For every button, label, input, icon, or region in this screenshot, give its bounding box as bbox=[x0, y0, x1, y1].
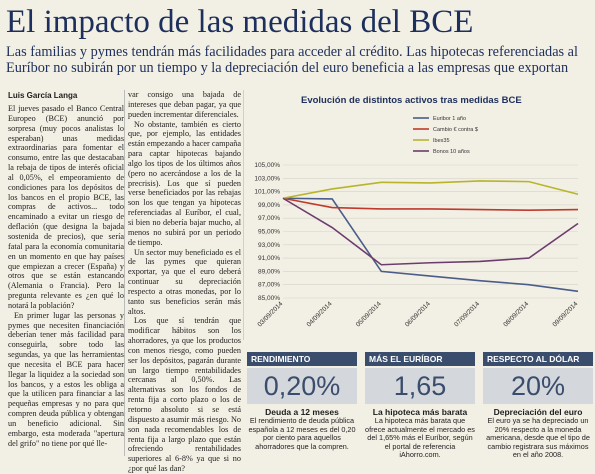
y-tick-label: 103,00% bbox=[254, 175, 280, 182]
series-line bbox=[282, 197, 579, 266]
column-2: var consigo una bajada de intereses que … bbox=[128, 90, 241, 474]
panel-subtitle: Deuda a 12 meses bbox=[265, 407, 339, 417]
y-tick-label: 99,00% bbox=[258, 202, 280, 209]
series-line bbox=[282, 197, 579, 212]
panel-text: La hipoteca más barata que ofrece actual… bbox=[365, 416, 475, 460]
panel-header: MÁS EL EURÍBOR bbox=[365, 352, 475, 366]
x-tick-label: 07/09/2014 bbox=[453, 300, 481, 328]
y-tick-label: 105,00% bbox=[254, 162, 280, 169]
panel-header: RESPECTO AL DÓLAR bbox=[483, 352, 593, 366]
panel-number: 1,65 bbox=[365, 368, 475, 404]
legend-label: Ibex35 bbox=[433, 138, 450, 144]
panel-header: RENDIMIENTO bbox=[247, 352, 357, 366]
panel-number: 0,20% bbox=[247, 368, 357, 404]
y-tick-label: 85,00% bbox=[258, 295, 280, 302]
paragraph: En primer lugar las personas y pymes que… bbox=[8, 310, 124, 448]
x-tick-label: 08/09/2014 bbox=[502, 300, 530, 328]
y-tick-label: 87,00% bbox=[258, 282, 280, 289]
stat-panel-currency: RESPECTO AL DÓLAR 20% Depreciación del e… bbox=[483, 352, 593, 460]
y-tick-label: 89,00% bbox=[258, 268, 280, 275]
deck: Las familias y pymes tendrán más facilid… bbox=[6, 44, 578, 76]
line-chart: 85,00% 87,00% 89,00% 91,00% 93,00% 95,00% 97,0… bbox=[254, 116, 579, 328]
stat-panel-yield: RENDIMIENTO 0,20% Deuda a 12 meses El re… bbox=[247, 352, 357, 457]
y-tick-label: 93,00% bbox=[258, 242, 280, 249]
panel-text: El rendimiento de deuda pública española… bbox=[248, 416, 356, 451]
y-tick-label: 91,00% bbox=[258, 255, 280, 262]
y-tick-label: 95,00% bbox=[258, 229, 280, 236]
panel-number: 20% bbox=[483, 368, 593, 404]
column-1: El jueves pasado el Banco Central Europe… bbox=[8, 104, 124, 449]
stat-panels: RENDIMIENTO 0,20% Deuda a 12 meses El re… bbox=[247, 352, 593, 460]
panel-text: El euro ya se ha depreciado un 20% respe… bbox=[486, 416, 590, 460]
headline: El impacto de las medidas del BCE bbox=[6, 4, 474, 40]
column-divider bbox=[124, 90, 125, 456]
x-tick-label: 05/09/2014 bbox=[355, 300, 383, 328]
x-tick-label: 03/09/2014 bbox=[256, 300, 284, 328]
paragraph: No obstante, también es cierto que, por … bbox=[128, 119, 241, 247]
y-tick-label: 101,00% bbox=[254, 189, 280, 196]
panel-subtitle: Depreciación del euro bbox=[493, 407, 583, 417]
series-line bbox=[282, 180, 579, 200]
paragraph: Los que sí tendrán que modificar hábitos… bbox=[128, 316, 241, 474]
paragraph: var consigo una bajada de intereses que … bbox=[128, 90, 241, 119]
panel-subtitle: La hipoteca más barata bbox=[372, 407, 468, 417]
y-tick-label: 97,00% bbox=[258, 215, 280, 222]
paragraph: Un sector muy beneficiado es el de las p… bbox=[128, 247, 241, 316]
x-tick-label: 06/09/2014 bbox=[404, 300, 432, 328]
stat-panel-mortgage: MÁS EL EURÍBOR 1,65 La hipoteca más bara… bbox=[365, 352, 475, 460]
x-tick-label: 04/09/2014 bbox=[306, 300, 334, 328]
paragraph: El jueves pasado el Banco Central Europe… bbox=[8, 104, 124, 310]
legend-label: Euribor 1 año bbox=[433, 116, 466, 122]
series-line bbox=[282, 197, 579, 293]
chart-title: Evolución de distintos activos tras medi… bbox=[301, 95, 522, 106]
x-tick-label: 09/09/2014 bbox=[551, 300, 579, 328]
legend-label: Bonos 10 años bbox=[433, 149, 470, 155]
chart-box bbox=[243, 90, 594, 340]
legend-label: Cambio € contra $ bbox=[433, 127, 478, 133]
byline: Luis García Langa bbox=[8, 91, 78, 100]
